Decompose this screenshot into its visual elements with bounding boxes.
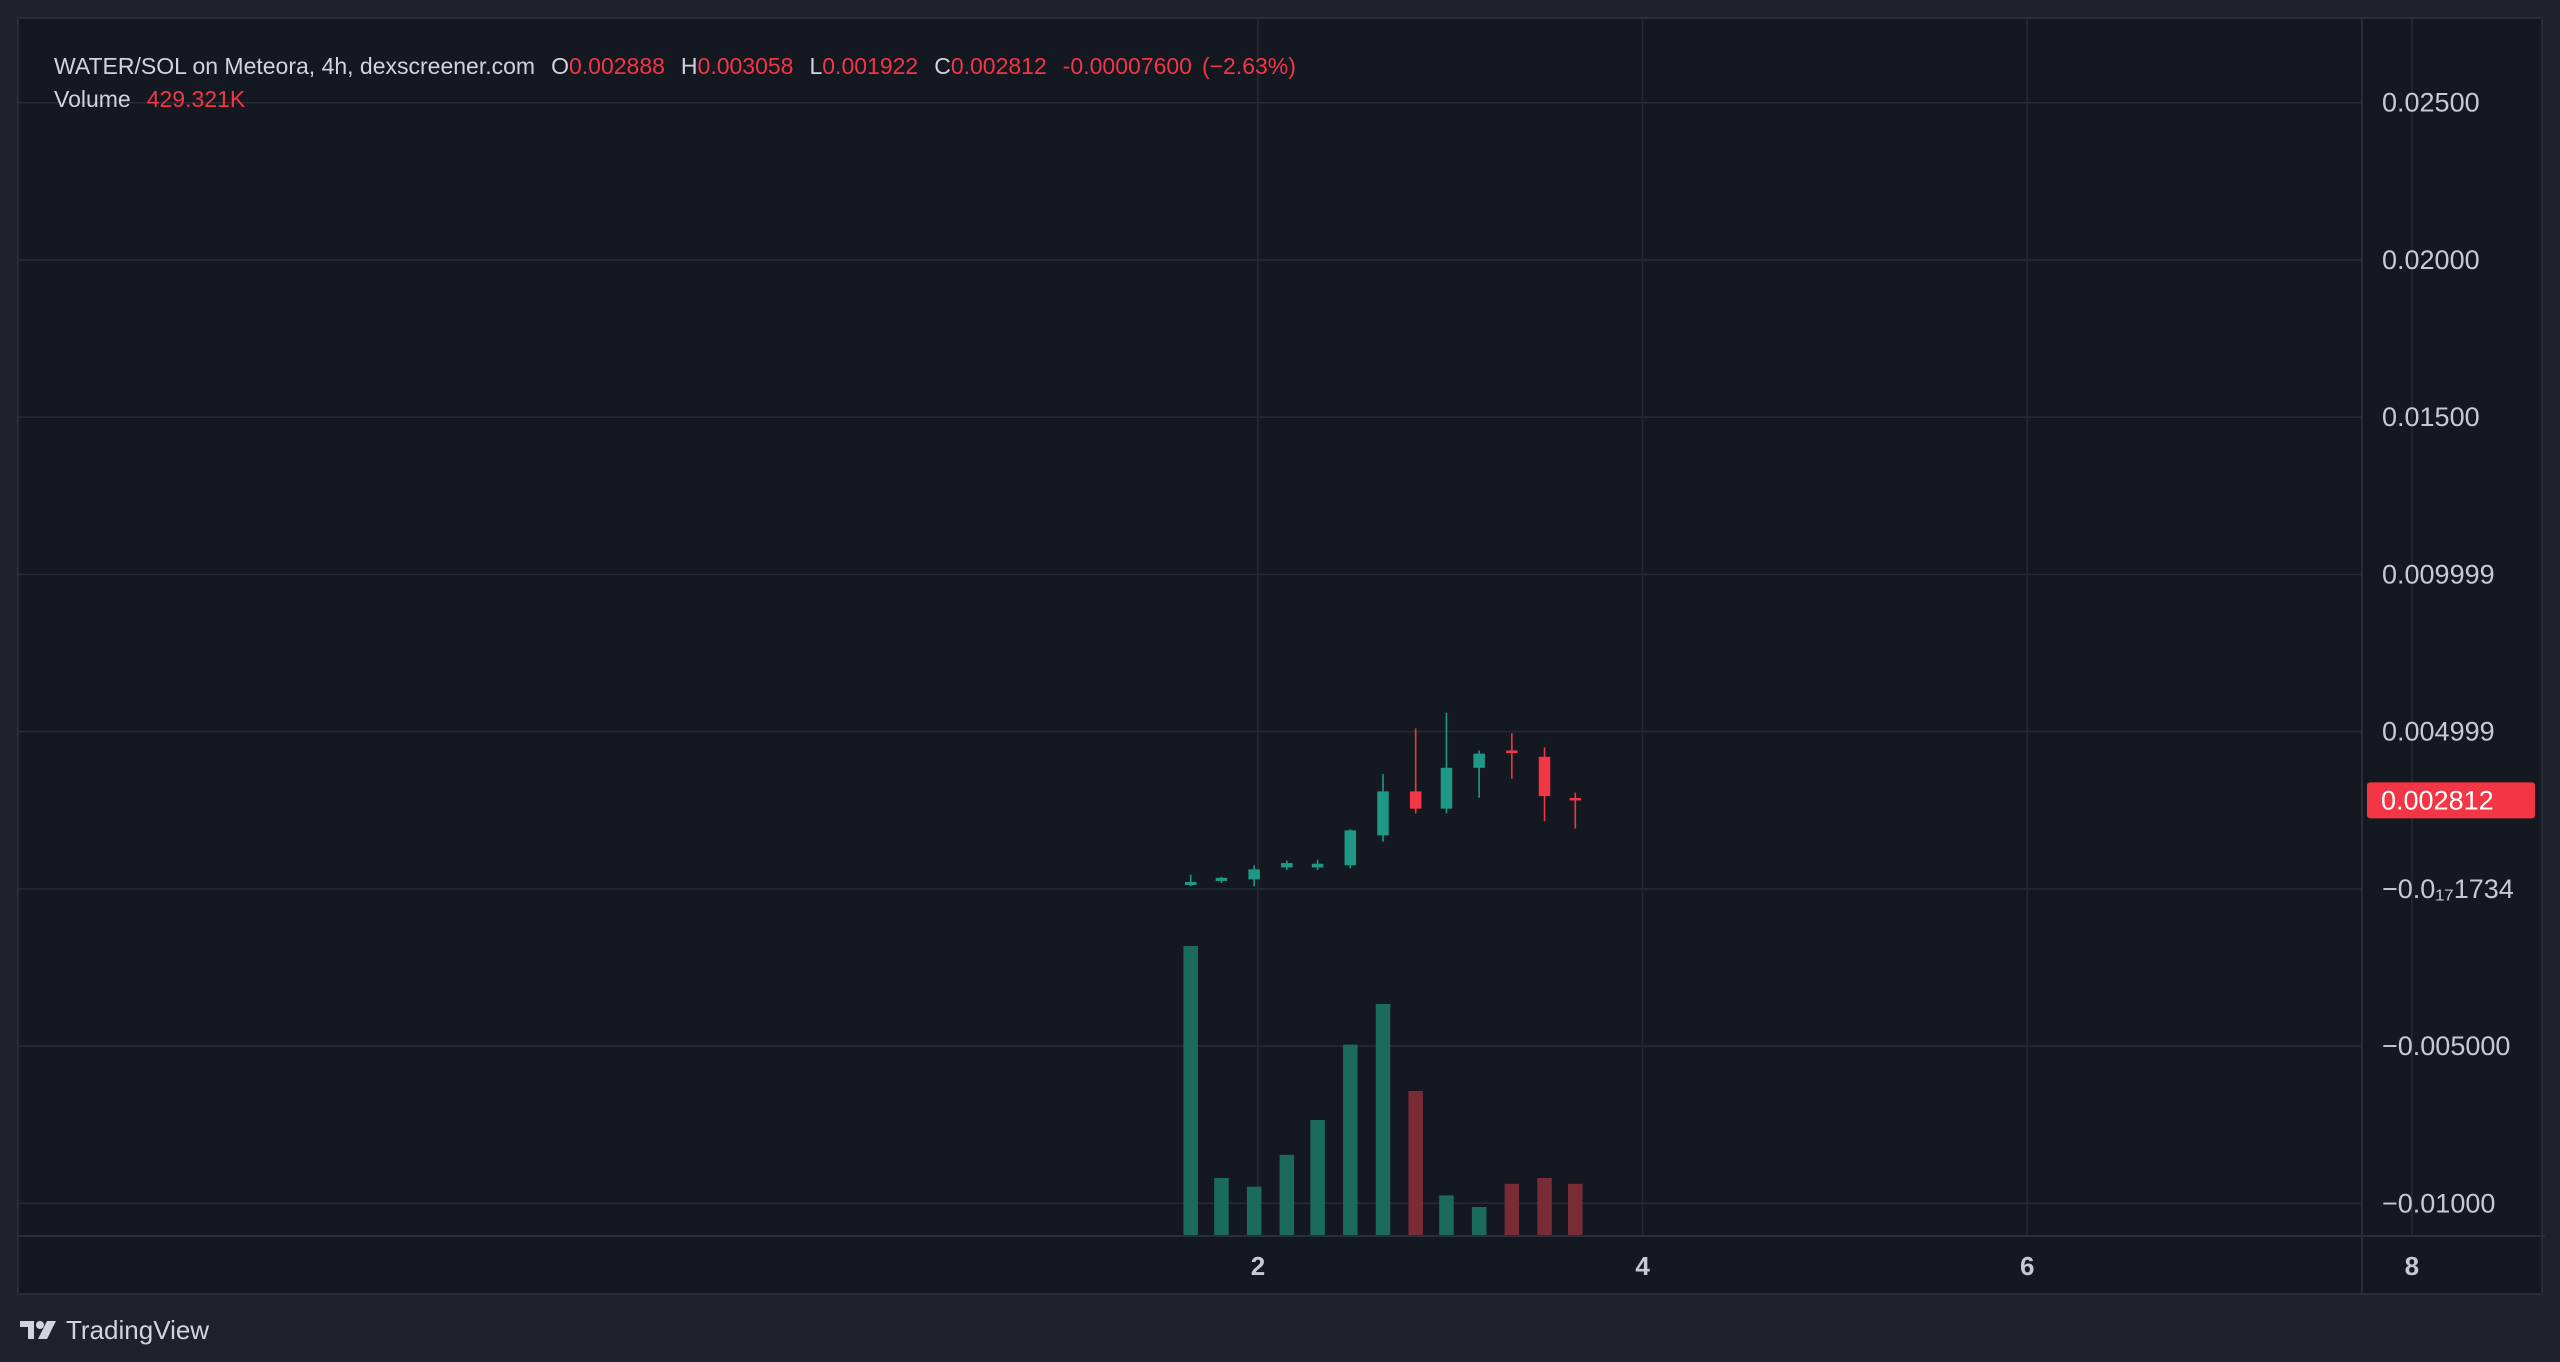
volume-bar [1568, 1183, 1583, 1236]
candle-body [1377, 791, 1389, 836]
volume-value: 429.321K [146, 86, 246, 112]
last-price-tag-bg [2367, 782, 2535, 819]
volume-bar [1537, 1178, 1552, 1236]
y-tick-label: −0.0₁₇1734 [2382, 874, 2514, 904]
volume-bar [1310, 1120, 1325, 1236]
volume-bar [1439, 1195, 1454, 1236]
volume-bar [1504, 1183, 1520, 1236]
high-value: 0.003058 [697, 53, 794, 79]
candle-body [1473, 753, 1485, 768]
grid-lines [19, 19, 2413, 1236]
symbol-label: WATER/SOL on Meteora, 4h, dexscreener.co… [54, 53, 536, 79]
low-value: 0.001922 [822, 53, 919, 79]
candle-body [1409, 791, 1422, 809]
x-tick-label: 4 [1635, 1251, 1650, 1281]
candlesticks [1184, 712, 1582, 887]
tradingview-brand: TradingView [66, 1314, 210, 1345]
chart-frame[interactable]: 0.02500 0.02000 0.01500 0.009999 0.004999 −0.… [17, 17, 2545, 1297]
volume-label: Volume [54, 86, 131, 112]
candle-body [1569, 797, 1582, 801]
volume-bar [1375, 1004, 1391, 1236]
tradingview-attribution[interactable]: TradingView [18, 1310, 209, 1350]
y-tick-label: 0.01500 [2382, 402, 2480, 432]
candle-body [1440, 767, 1453, 809]
last-price-tag: 0.002812 [2367, 782, 2535, 819]
open-value: 0.002888 [568, 53, 665, 79]
volume-bar [1408, 1091, 1423, 1236]
x-tick-label: 2 [1251, 1251, 1265, 1281]
y-tick-label: 0.004999 [2382, 717, 2495, 747]
x-tick-label: 6 [2020, 1251, 2034, 1281]
candle-body [1281, 863, 1293, 868]
close-key: C [934, 53, 951, 79]
volume-bar [1343, 1044, 1358, 1236]
candle-body [1184, 881, 1197, 886]
close-value: 0.002812 [950, 53, 1047, 79]
candle-body [1506, 750, 1518, 753]
y-tick-label: 0.02500 [2382, 88, 2480, 118]
x-tick-label: 8 [2405, 1251, 2419, 1281]
ohlc-legend: WATER/SOL on Meteora, 4h, dexscreener.co… [54, 53, 1296, 80]
candle-body [1215, 877, 1228, 881]
volume-bar [1246, 1186, 1262, 1236]
volume-bar [1279, 1154, 1295, 1236]
volume-bar [1183, 946, 1198, 1236]
volume-bars [1183, 946, 1583, 1236]
candle-body [1248, 869, 1260, 880]
volume-bar [1214, 1178, 1229, 1236]
candle-body [1344, 830, 1357, 866]
candle-body [1311, 863, 1324, 868]
high-key: H [680, 53, 698, 79]
last-price-label: 0.002812 [2381, 785, 2494, 815]
volume-bar [1471, 1207, 1487, 1236]
y-tick-label: 0.02000 [2382, 245, 2480, 275]
change-value: -0.00007600 [1062, 53, 1192, 79]
price-chart[interactable]: 0.02500 0.02000 0.01500 0.009999 0.004999 −0.… [19, 19, 2545, 1297]
open-key: O [551, 53, 569, 79]
low-key: L [809, 53, 823, 79]
y-tick-label: −0.01000 [2382, 1188, 2495, 1218]
y-tick-label: 0.009999 [2382, 559, 2495, 589]
tradingview-logo-icon [20, 1321, 56, 1339]
change-percent: (−2.63%) [1201, 53, 1296, 79]
axes: 0.02500 0.02000 0.01500 0.009999 0.004999 −0.… [19, 19, 2545, 1295]
y-tick-label: −0.005000 [2382, 1031, 2510, 1061]
volume-legend: Volume 429.321K [54, 86, 245, 113]
candle-body [1538, 756, 1551, 797]
